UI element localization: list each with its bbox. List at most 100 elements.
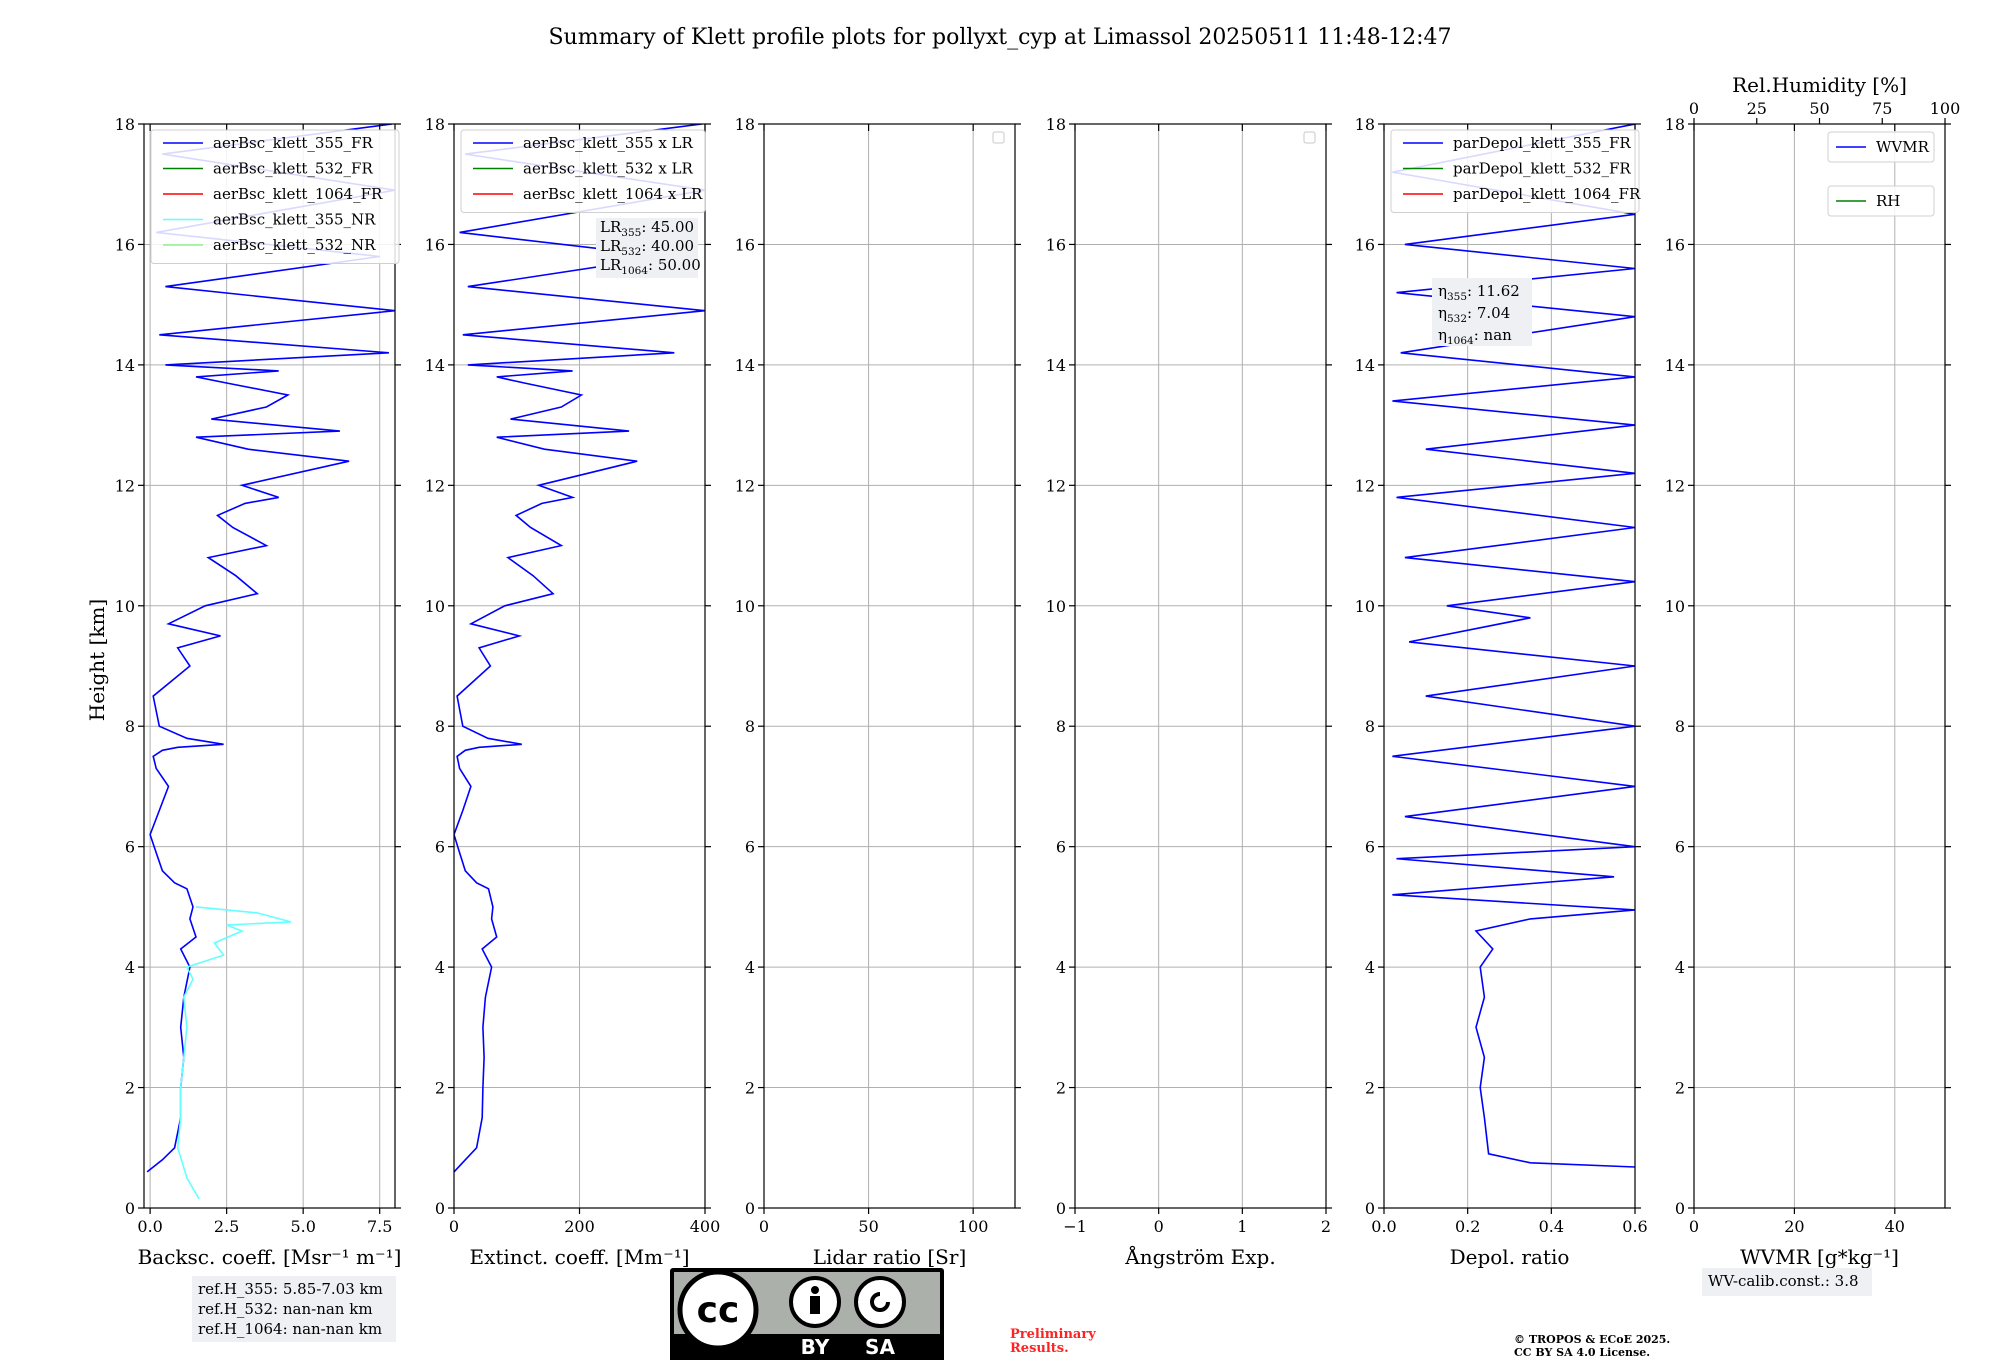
y-tick-label: 8 <box>125 717 135 736</box>
y-tick-label: 0 <box>1675 1199 1685 1218</box>
y-tick-label: 6 <box>1056 838 1066 857</box>
y-tick-label: 16 <box>735 235 755 254</box>
rh-tick-label: 0 <box>1689 99 1699 118</box>
ref-height-note: ref.H_532: nan-nan km <box>198 1300 373 1318</box>
x-tick-label: 50 <box>858 1217 878 1236</box>
y-tick-label: 10 <box>1355 597 1375 616</box>
x-tick-label: 0.0 <box>137 1217 162 1236</box>
y-tick-label: 12 <box>115 476 135 495</box>
axes-frame <box>1693 123 1946 1209</box>
axes-frame <box>1074 123 1327 1209</box>
legend-entry: parDepol_klett_1064_FR <box>1453 185 1641 203</box>
legend-entry: parDepol_klett_355_FR <box>1453 134 1631 152</box>
empty-legend <box>992 131 1005 144</box>
x-tick-label: 2 <box>1321 1217 1331 1236</box>
lr-label: LR532: 40.00 <box>600 237 694 258</box>
y-tick-label: 8 <box>1675 717 1685 736</box>
y-tick-label: 14 <box>115 356 135 375</box>
x-tick-label: 0.2 <box>1455 1217 1480 1236</box>
y-tick-label: 4 <box>745 958 755 977</box>
y-axis-label: Height [km] <box>85 599 109 721</box>
y-tick-label: 0 <box>125 1199 135 1218</box>
y-tick-label: 16 <box>1046 235 1066 254</box>
cc-icon-text: cc <box>697 1290 740 1331</box>
eta-label: η532: 7.04 <box>1438 304 1510 325</box>
lr-info-box <box>596 218 698 278</box>
y-tick-label: 14 <box>735 356 755 375</box>
eta-label: η1064: nan <box>1438 326 1512 347</box>
by-icon-body <box>810 1296 820 1314</box>
series-group <box>454 124 705 1173</box>
x-tick-label: 400 <box>690 1217 721 1236</box>
x-tick-label: 0 <box>449 1217 459 1236</box>
x-axis-label: Depol. ratio <box>1450 1245 1570 1269</box>
legend-entry: aerBsc_klett_532_FR <box>213 160 373 178</box>
y-tick-label: 6 <box>745 838 755 857</box>
y-tick-label: 2 <box>125 1079 135 1098</box>
y-tick-label: 18 <box>735 115 755 134</box>
x-tick-label: 0.6 <box>1622 1217 1647 1236</box>
y-tick-label: 14 <box>1665 356 1685 375</box>
x-tick-label: 200 <box>564 1217 595 1236</box>
y-tick-label: 0 <box>745 1199 755 1218</box>
rh-axis-label: Rel.Humidity [%] <box>1732 73 1907 97</box>
y-tick-label: 2 <box>435 1079 445 1098</box>
y-tick-label: 2 <box>1365 1079 1375 1098</box>
ref-height-note: ref.H_1064: nan-nan km <box>198 1320 382 1338</box>
x-tick-label: 0.4 <box>1539 1217 1564 1236</box>
x-tick-label: 1 <box>1237 1217 1247 1236</box>
y-tick-label: 2 <box>745 1079 755 1098</box>
copyright-note: CC BY SA 4.0 License. <box>1514 1346 1650 1359</box>
axes-frame <box>1383 123 1636 1209</box>
x-axis-label: Backsc. coeff. [Msr⁻¹ m⁻¹] <box>138 1245 402 1269</box>
y-tick-label: 6 <box>435 838 445 857</box>
legend-entry: aerBsc_klett_1064 x LR <box>523 185 703 203</box>
x-tick-label: −1 <box>1063 1217 1087 1236</box>
empty-legend <box>1303 131 1316 144</box>
badge-sa-text: SA <box>865 1335 895 1359</box>
x-tick-label: 2.5 <box>214 1217 239 1236</box>
y-tick-label: 2 <box>1675 1079 1685 1098</box>
legend-entry: parDepol_klett_532_FR <box>1453 160 1631 178</box>
axes-frame <box>143 123 396 1209</box>
y-tick-label: 12 <box>1665 476 1685 495</box>
panel-backscatter: 0 2 4 6 8 10 12 14 16 18 0.0 2.5 5.0 7.5 Backsc. coeff… <box>115 115 402 1342</box>
ref-height-box <box>192 1276 396 1342</box>
y-tick-label: 12 <box>735 476 755 495</box>
x-tick-label: 0 <box>1689 1217 1699 1236</box>
y-tick-label: 12 <box>425 476 445 495</box>
legend-box <box>150 129 400 264</box>
x-tick-label: 7.5 <box>367 1217 392 1236</box>
legend-box <box>1827 131 1935 163</box>
y-tick-label: 8 <box>1056 717 1066 736</box>
y-tick-label: 18 <box>115 115 135 134</box>
y-tick-label: 8 <box>435 717 445 736</box>
legend-entry: RH <box>1876 192 1900 210</box>
y-tick-label: 18 <box>1665 115 1685 134</box>
y-tick-label: 12 <box>1046 476 1066 495</box>
rh-tick-label: 50 <box>1809 99 1829 118</box>
figure-title: Summary of Klett profile plots for polly… <box>548 25 1451 50</box>
y-tick-label: 18 <box>1355 115 1375 134</box>
x-tick-label: 0 <box>1154 1217 1164 1236</box>
y-tick-label: 10 <box>735 597 755 616</box>
license-badge: cc BY SA <box>670 1268 944 1360</box>
y-tick-label: 4 <box>125 958 135 977</box>
y-tick-label: 4 <box>1056 958 1066 977</box>
eta-info-box <box>1432 278 1532 346</box>
x-tick-label: 100 <box>958 1217 989 1236</box>
wv-calib-note: WV-calib.const.: 3.8 <box>1708 1272 1859 1290</box>
series-group <box>146 124 395 1200</box>
badge-by-text: BY <box>801 1335 830 1359</box>
series-aerBsc_klett_355 x LR <box>454 124 705 1173</box>
series-parDepol_klett_355_FR <box>1392 124 1635 1168</box>
panel-depol: 0 2 4 6 8 10 12 14 16 18 0.0 0.2 0.4 0.6 Depol. ratio p… <box>1355 115 1648 1269</box>
y-tick-label: 10 <box>115 597 135 616</box>
legend-entry: aerBsc_klett_1064_FR <box>213 185 383 203</box>
